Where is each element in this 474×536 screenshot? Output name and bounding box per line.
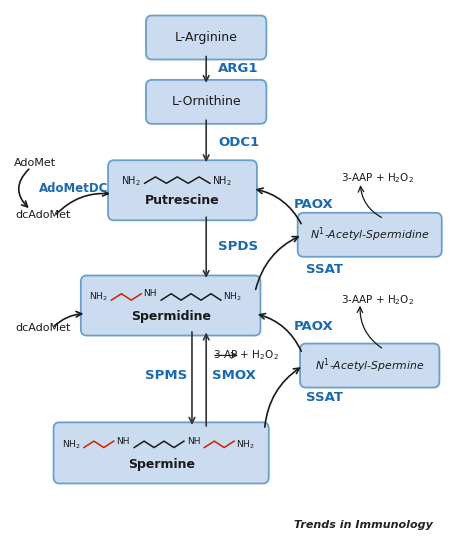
- Text: 3-AP + H$_2$O$_2$: 3-AP + H$_2$O$_2$: [213, 348, 279, 362]
- Text: Spermidine: Spermidine: [131, 310, 210, 323]
- Text: ARG1: ARG1: [218, 62, 258, 75]
- Text: SSAT: SSAT: [306, 391, 343, 404]
- Text: NH$_2$: NH$_2$: [89, 291, 108, 303]
- Text: Trends in Immunology: Trends in Immunology: [294, 519, 433, 530]
- Text: NH$_2$: NH$_2$: [62, 438, 81, 451]
- Text: SSAT: SSAT: [306, 263, 343, 276]
- Text: dcAdoMet: dcAdoMet: [15, 211, 71, 220]
- FancyBboxPatch shape: [298, 213, 442, 257]
- Text: SPMS: SPMS: [145, 369, 187, 382]
- Text: 3-AAP + H$_2$O$_2$: 3-AAP + H$_2$O$_2$: [341, 293, 414, 307]
- FancyBboxPatch shape: [81, 276, 261, 336]
- Text: SMOX: SMOX: [212, 369, 256, 382]
- Text: NH: NH: [117, 437, 130, 445]
- Text: 3-AAP + H$_2$O$_2$: 3-AAP + H$_2$O$_2$: [341, 171, 414, 185]
- Text: dcAdoMet: dcAdoMet: [15, 323, 71, 333]
- Text: Spermine: Spermine: [128, 458, 195, 471]
- FancyBboxPatch shape: [300, 344, 439, 388]
- Text: SPDS: SPDS: [218, 240, 258, 253]
- Text: PAOX: PAOX: [294, 198, 334, 211]
- FancyBboxPatch shape: [146, 80, 266, 124]
- Text: NH$_2$: NH$_2$: [236, 438, 255, 451]
- Text: AdoMetDC: AdoMetDC: [39, 182, 108, 195]
- Text: NH$_2$: NH$_2$: [223, 291, 242, 303]
- FancyBboxPatch shape: [54, 422, 269, 483]
- Text: $N^1$-Acetyl-Spermidine: $N^1$-Acetyl-Spermidine: [310, 226, 429, 244]
- Text: $N^1$-Acetyl-Spermine: $N^1$-Acetyl-Spermine: [315, 356, 424, 375]
- FancyBboxPatch shape: [108, 160, 257, 220]
- Text: NH$_2$: NH$_2$: [212, 174, 232, 188]
- Text: AdoMet: AdoMet: [14, 159, 56, 168]
- Text: PAOX: PAOX: [294, 321, 334, 333]
- Text: ODC1: ODC1: [218, 136, 259, 149]
- Text: NH: NH: [144, 289, 157, 298]
- Text: NH$_2$: NH$_2$: [121, 174, 141, 188]
- Text: NH: NH: [187, 437, 201, 445]
- FancyBboxPatch shape: [146, 16, 266, 59]
- Text: L-Ornithine: L-Ornithine: [172, 95, 241, 108]
- Text: Putrescine: Putrescine: [145, 195, 220, 207]
- Text: L-Arginine: L-Arginine: [175, 31, 237, 44]
